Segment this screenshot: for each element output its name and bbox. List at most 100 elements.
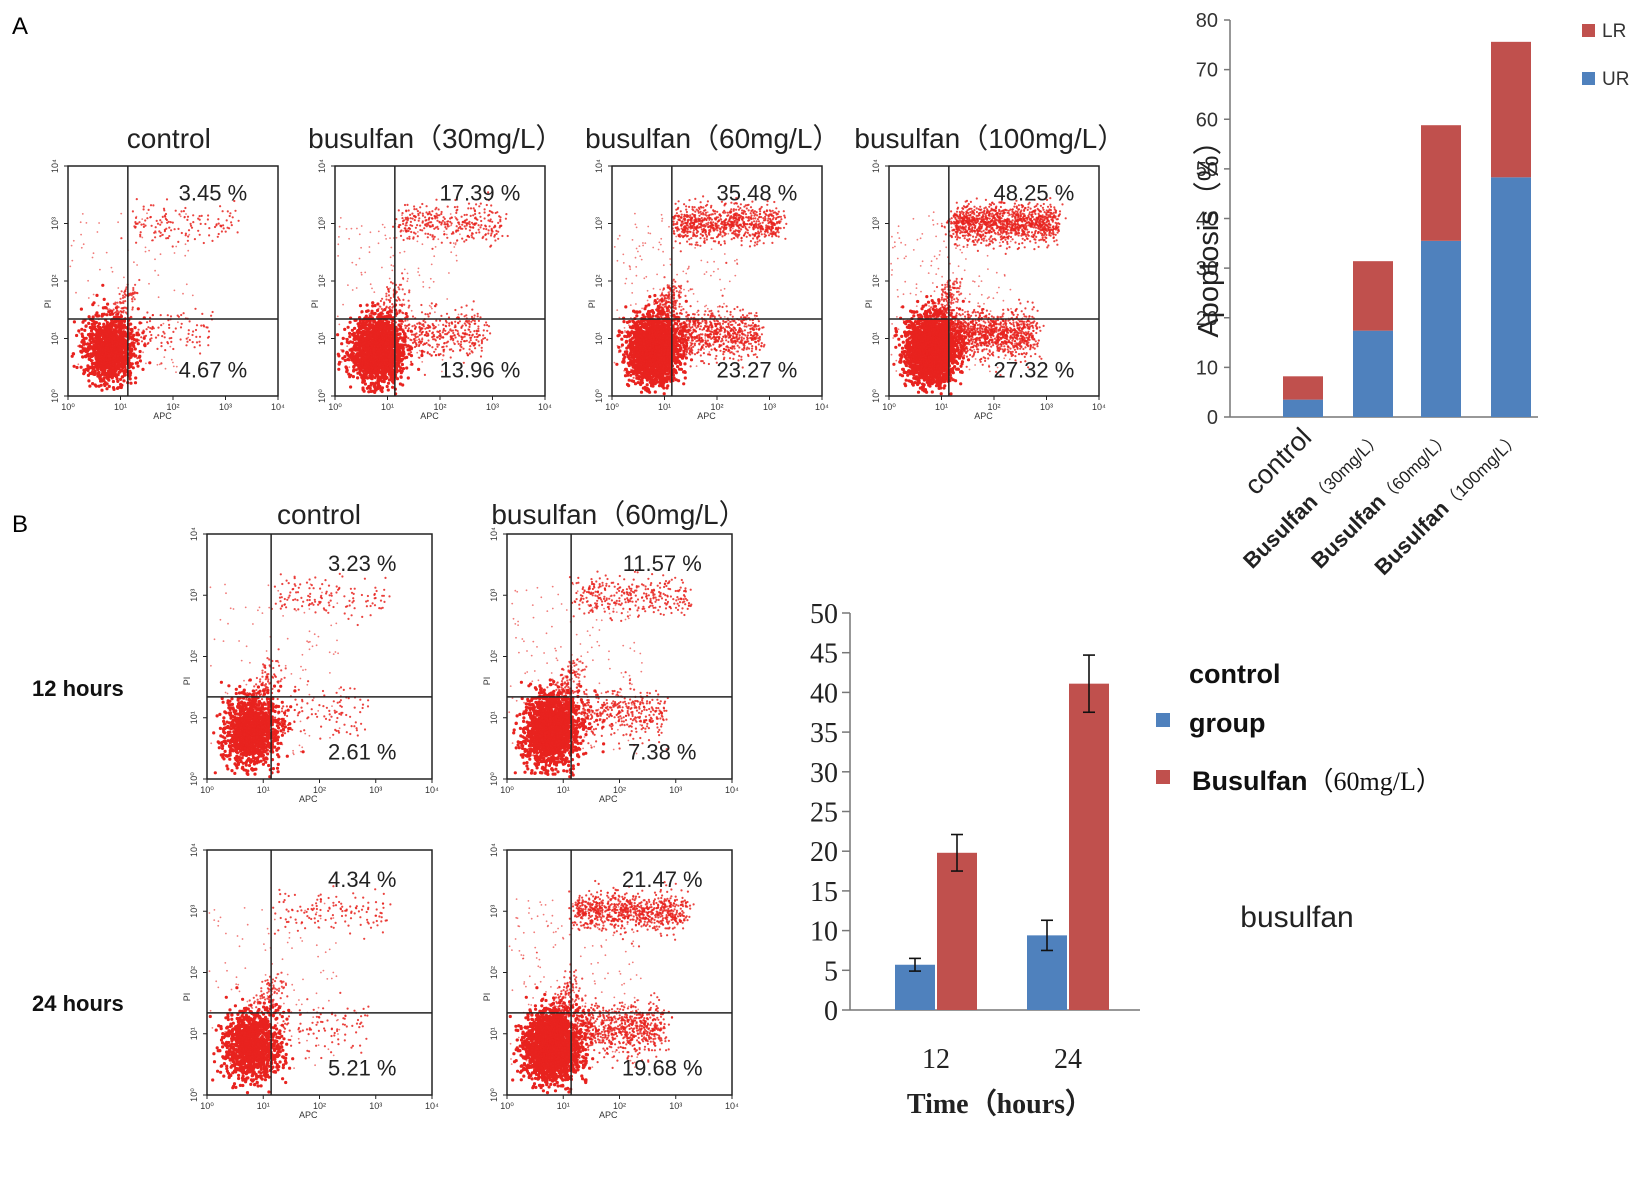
- x-tick-label: 10²: [433, 402, 446, 412]
- dot-cloud: [508, 570, 693, 779]
- x-tick-label: 10⁴: [271, 402, 285, 412]
- y-tick-label: 10²: [189, 966, 199, 979]
- x-tick-label: 10¹: [257, 1101, 270, 1111]
- y-axis-label: PI: [43, 300, 53, 309]
- dot-cloud: [209, 572, 391, 779]
- y-tick-label: 10²: [189, 650, 199, 663]
- y-tick-label: 10²: [489, 966, 499, 979]
- x-axis-label: APC: [974, 411, 993, 421]
- x-tick-label: 10⁰: [328, 402, 342, 412]
- x-tick-label: 10³: [369, 1101, 382, 1111]
- y-tick-label: 80: [1196, 10, 1218, 32]
- y-tick-label: 10³: [189, 905, 199, 918]
- category-label-bold: Busulfan: [1238, 489, 1322, 573]
- x-axis-label: APC: [697, 411, 716, 421]
- y-tick-label: 10²: [489, 650, 499, 663]
- y-tick-label: 10⁰: [317, 389, 327, 403]
- y-tick-label: 10³: [489, 905, 499, 918]
- y-tick-label: 10¹: [594, 332, 604, 345]
- ur-percentage: 35.48 %: [717, 181, 798, 206]
- y-tick-label: 10⁴: [50, 159, 60, 173]
- lr-percentage: 13.96 %: [440, 358, 521, 383]
- legend-busulfan-rest: （60mg/L）: [1308, 767, 1442, 796]
- y-tick-label: 10³: [189, 589, 199, 602]
- y-tick-label: 10⁴: [489, 527, 499, 541]
- bar-ur: [1491, 177, 1531, 417]
- bar-lr: [1283, 376, 1323, 400]
- x-tick-label: 10¹: [658, 402, 671, 412]
- legend-control-line1: control: [1189, 659, 1281, 689]
- y-tick-label: 10¹: [189, 711, 199, 724]
- x-axis-label: APC: [299, 794, 318, 804]
- lr-percentage: 2.61 %: [328, 739, 397, 764]
- y-tick-label: 10⁴: [871, 159, 881, 173]
- y-tick-label: 10²: [50, 274, 60, 287]
- lr-percentage: 19.68 %: [622, 1055, 703, 1080]
- flow-plot-title: busulfan（30mg/L）: [308, 123, 563, 154]
- flow-plot-title: busulfan（100mg/L）: [854, 123, 1125, 154]
- x-tick-label: 10³: [669, 1101, 682, 1111]
- bar-ur: [1421, 240, 1461, 417]
- x-tick-label: 10⁰: [200, 785, 214, 795]
- y-tick-label: 10¹: [489, 711, 499, 724]
- y-tick-label: 10⁰: [594, 389, 604, 403]
- y-tick-label: 10⁴: [189, 843, 199, 857]
- x-tick-label: 10⁰: [882, 402, 896, 412]
- panel-label-b: B: [12, 511, 28, 538]
- dot-cloud: [336, 191, 509, 396]
- bar-lr: [1491, 41, 1531, 178]
- bar-ur: [1283, 399, 1323, 417]
- y-tick-label: 10⁴: [594, 159, 604, 173]
- y-tick-label: 45: [810, 639, 838, 670]
- dot-cloud: [208, 885, 392, 1095]
- lr-percentage: 5.21 %: [328, 1055, 397, 1080]
- x-axis-label: APC: [153, 411, 172, 421]
- x-axis-label: APC: [299, 1110, 318, 1120]
- y-tick-label: 10²: [871, 274, 881, 287]
- y-tick-label: 10⁰: [871, 389, 881, 403]
- x-tick-label: 10²: [613, 785, 626, 795]
- y-tick-label: 10³: [871, 217, 881, 230]
- y-tick-label: 25: [810, 798, 838, 829]
- y-tick-label: 20: [1196, 308, 1218, 330]
- y-tick-label: 10: [810, 917, 838, 948]
- y-tick-label: 10²: [317, 274, 327, 287]
- y-tick-label: 30: [810, 758, 838, 789]
- legend-swatch-ur: [1582, 72, 1595, 85]
- x-axis-label: APC: [599, 794, 618, 804]
- x-axis-title: Time（hours）: [907, 1087, 1093, 1120]
- lr-percentage: 4.67 %: [179, 358, 248, 383]
- y-tick-label: 70: [1196, 60, 1218, 82]
- y-tick-label: 10: [1196, 357, 1218, 379]
- y-tick-label: 30: [1196, 258, 1218, 280]
- x-tick-label: 10⁴: [538, 402, 552, 412]
- category-label-rest: control: [1239, 422, 1318, 501]
- x-tick-label: 10⁴: [425, 785, 439, 795]
- y-tick-label: 50: [810, 599, 838, 630]
- legend-swatch-control: [1156, 713, 1170, 727]
- x-tick-label: 10³: [1040, 402, 1053, 412]
- x-tick-label: 10⁰: [605, 402, 619, 412]
- legend-label-ur: UR: [1602, 69, 1629, 90]
- x-tick-label: 10¹: [557, 1101, 570, 1111]
- y-tick-label: 10⁴: [317, 159, 327, 173]
- ur-percentage: 3.23 %: [328, 551, 397, 576]
- ur-percentage: 48.25 %: [994, 181, 1075, 206]
- x-tick-label: 10⁴: [425, 1101, 439, 1111]
- legend-busulfan-label: Busulfan（60mg/L）: [1192, 766, 1442, 796]
- legend-busulfan-bold: Busulfan: [1192, 766, 1308, 796]
- x-tick-label: 10¹: [381, 402, 394, 412]
- x-tick-label: 10²: [166, 402, 179, 412]
- flow-column-title: control: [277, 499, 361, 530]
- x-tick-label: 10¹: [935, 402, 948, 412]
- legend-swatch-busulfan: [1156, 770, 1170, 784]
- x-category-label: control: [1239, 422, 1318, 501]
- x-tick-label: 10³: [219, 402, 232, 412]
- x-tick-label: 10¹: [557, 785, 570, 795]
